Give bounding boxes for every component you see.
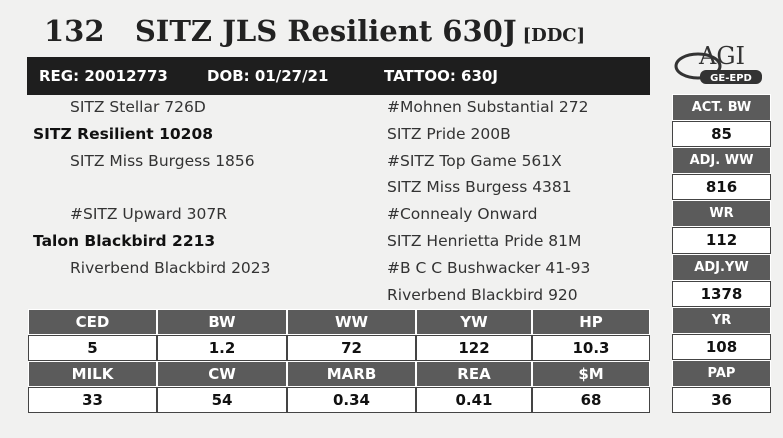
pedigree-name: Riverbend Blackbird 920 <box>387 285 578 304</box>
lot-number: 132 <box>44 14 105 48</box>
epd-value: 68 <box>532 387 650 413</box>
epd-header: CED <box>28 309 157 335</box>
stat-value: 816 <box>672 174 771 201</box>
epd-value: 72 <box>287 335 416 361</box>
stat-label: ADJ.YW <box>672 253 771 281</box>
pedigree-name: SITZ Pride 200B <box>387 124 511 143</box>
epd-header: REA <box>416 361 532 387</box>
pedigree-name: SITZ Stellar 726D <box>70 98 206 116</box>
birth-date: DOB: 01/27/21 <box>207 67 329 85</box>
info-bar: REG: 20012773 DOB: 01/27/21 TATTOO: 630J <box>27 57 650 95</box>
stat-label: PAP <box>672 360 771 387</box>
logo-swoosh <box>674 52 722 80</box>
stat-label: ADJ. WW <box>672 147 771 175</box>
epd-value: 10.3 <box>532 335 650 361</box>
epd-header: CW <box>157 361 287 387</box>
pedigree-name: #Mohnen Substantial 272 <box>387 98 589 116</box>
pedigree-name: #SITZ Top Game 561X <box>387 151 562 170</box>
animal-name: SITZ JLS Resilient 630J <box>134 14 517 48</box>
epd-value: 54 <box>157 387 287 413</box>
stat-label: YR <box>672 306 771 334</box>
epd-header: MARB <box>287 361 416 387</box>
epd-header: WW <box>287 309 416 335</box>
epd-header: $M <box>532 361 650 387</box>
epd-value: 1.2 <box>157 335 287 361</box>
epd-value: 0.34 <box>287 387 416 413</box>
stat-value: 108 <box>672 333 771 360</box>
epd-value: 0.41 <box>416 387 532 413</box>
pedigree-name: SITZ Miss Burgess 1856 <box>70 151 255 170</box>
logo: AGI GE-EPD <box>674 42 762 84</box>
logo-brand: AGI <box>698 42 745 70</box>
stat-label: ACT. BW <box>672 94 771 121</box>
tattoo: TATTOO: 630J <box>384 67 498 85</box>
epd-header: YW <box>416 309 532 335</box>
epd-header: BW <box>157 309 287 335</box>
stat-label: WR <box>672 200 771 228</box>
epd-value: 5 <box>28 335 157 361</box>
stat-value: 112 <box>672 227 771 254</box>
pedigree-name: SITZ Resilient 10208 <box>33 124 214 143</box>
epd-header: MILK <box>28 361 157 387</box>
registration: REG: 20012773 <box>39 67 168 85</box>
tag: [DDC] <box>522 25 586 46</box>
stat-value: 1378 <box>672 280 771 307</box>
pedigree-name: SITZ Henrietta Pride 81M <box>387 232 582 250</box>
stat-value: 85 <box>672 121 771 148</box>
pedigree-name: #SITZ Upward 307R <box>70 205 227 224</box>
epd-value: 122 <box>416 335 532 361</box>
pedigree-name: Talon Blackbird 2213 <box>33 232 216 250</box>
pedigree-name: Riverbend Blackbird 2023 <box>70 258 271 277</box>
logo-sub: GE-EPD <box>710 73 752 84</box>
logo-badge <box>700 70 762 84</box>
pedigree-name: SITZ Miss Burgess 4381 <box>387 178 572 197</box>
pedigree-name: #Connealy Onward <box>387 205 538 224</box>
stat-value: 36 <box>672 387 771 414</box>
epd-value: 33 <box>28 387 157 413</box>
epd-header: HP <box>532 309 650 335</box>
pedigree-name: #B C C Bushwacker 41-93 <box>387 258 591 277</box>
lot-title: 132 SITZ JLS Resilient 630J [DDC] <box>44 14 585 48</box>
